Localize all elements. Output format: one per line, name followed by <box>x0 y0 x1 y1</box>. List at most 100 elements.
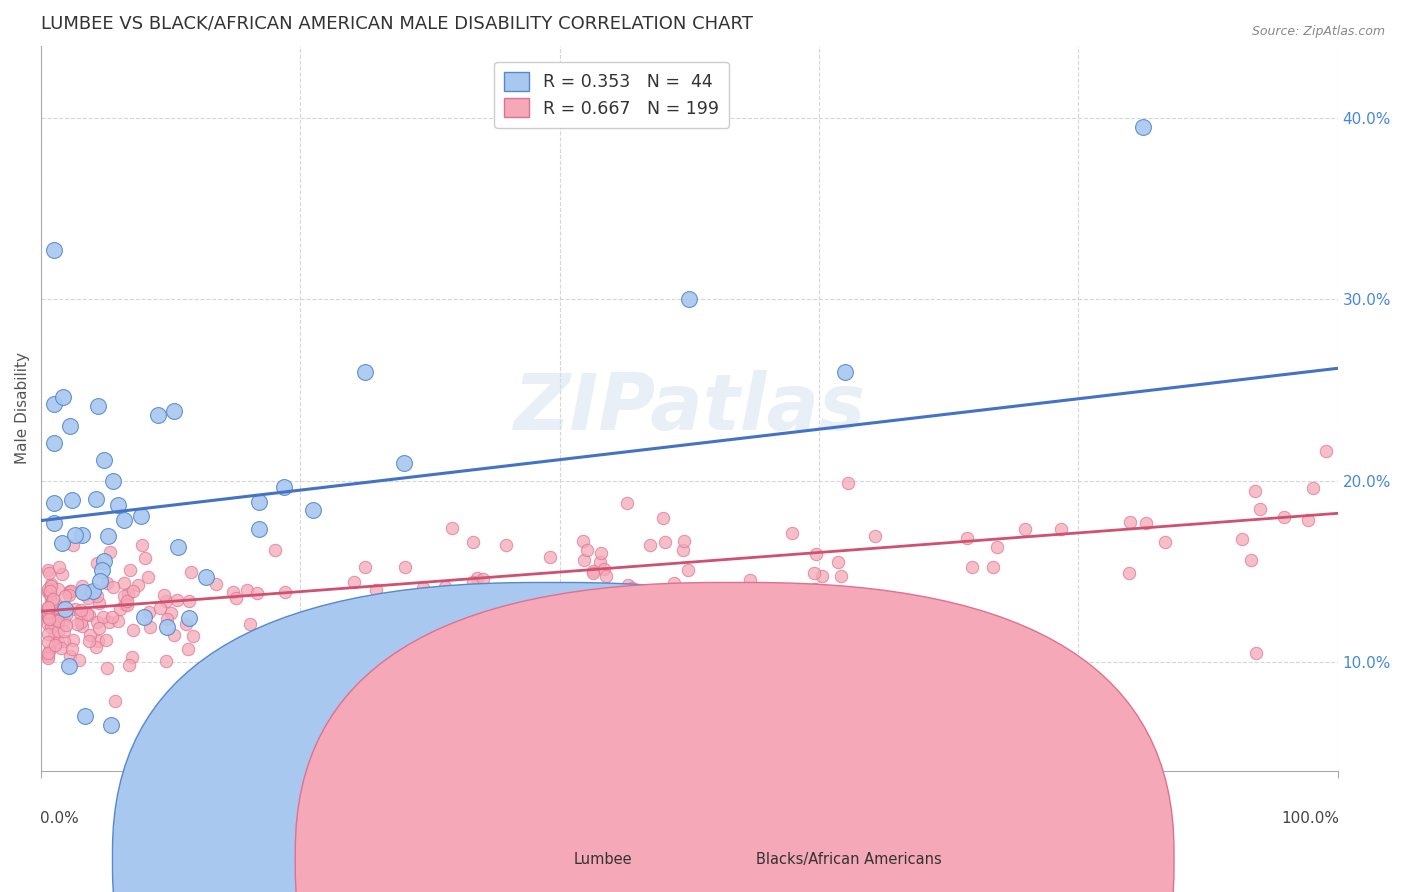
Point <box>354 560 377 574</box>
Point <box>177 611 200 625</box>
Point <box>44 629 66 643</box>
Point <box>75 587 97 601</box>
Point <box>77 633 100 648</box>
Point <box>1014 522 1036 536</box>
Point <box>49 640 72 655</box>
Point <box>96 661 118 675</box>
Point <box>52 390 75 404</box>
Point <box>156 620 179 634</box>
Point <box>93 453 115 467</box>
Point <box>60 642 83 657</box>
Point <box>87 400 110 414</box>
Point <box>263 542 285 557</box>
Point <box>73 709 96 723</box>
Point <box>59 419 82 434</box>
Point <box>589 555 612 569</box>
Point <box>107 498 129 512</box>
Point <box>53 634 76 648</box>
Point <box>117 587 139 601</box>
Point <box>538 549 561 564</box>
Text: LUMBEE VS BLACK/AFRICAN AMERICAN MALE DISABILITY CORRELATION CHART: LUMBEE VS BLACK/AFRICAN AMERICAN MALE DI… <box>41 15 754 33</box>
Point <box>837 475 859 490</box>
Point <box>112 513 135 527</box>
Point <box>55 617 77 632</box>
Point <box>51 535 73 549</box>
Point <box>827 555 849 569</box>
Point <box>441 521 464 535</box>
Point <box>534 618 557 632</box>
Point <box>39 587 62 601</box>
Point <box>394 560 416 574</box>
Point <box>42 436 65 450</box>
Point <box>180 565 202 579</box>
Point <box>87 621 110 635</box>
Point <box>177 594 200 608</box>
Point <box>673 534 696 549</box>
Point <box>46 624 69 638</box>
Point <box>42 496 65 510</box>
Point <box>38 612 60 626</box>
Point <box>96 576 118 591</box>
Point <box>94 632 117 647</box>
Point <box>37 604 59 618</box>
Point <box>108 601 131 615</box>
Point <box>138 606 160 620</box>
Point <box>392 456 415 470</box>
Point <box>616 496 638 510</box>
Point <box>63 602 86 616</box>
Point <box>1118 566 1140 580</box>
Point <box>46 614 69 628</box>
Point <box>37 651 59 665</box>
Point <box>593 562 616 576</box>
Point <box>134 610 156 624</box>
Point <box>1272 510 1295 524</box>
Point <box>46 613 69 627</box>
Point <box>155 654 177 668</box>
Point <box>122 583 145 598</box>
Point <box>678 293 700 307</box>
Point <box>46 582 69 596</box>
Point <box>620 582 643 596</box>
Point <box>37 611 59 625</box>
Point <box>582 564 605 578</box>
Point <box>672 542 695 557</box>
Point <box>44 638 66 652</box>
Point <box>84 640 107 654</box>
Point <box>463 574 485 589</box>
Point <box>582 566 605 581</box>
Text: Source: ZipAtlas.com: Source: ZipAtlas.com <box>1251 25 1385 38</box>
Point <box>115 598 138 612</box>
Point <box>354 365 377 379</box>
Point <box>76 607 98 621</box>
Point <box>72 528 94 542</box>
Point <box>461 534 484 549</box>
Point <box>53 589 76 603</box>
Point <box>58 658 80 673</box>
Point <box>37 605 59 619</box>
Point <box>58 584 80 599</box>
Point <box>361 643 384 657</box>
Point <box>273 480 295 494</box>
Point <box>60 493 83 508</box>
Point <box>37 603 59 617</box>
Point <box>39 576 62 591</box>
Point <box>176 641 198 656</box>
Point <box>155 594 177 608</box>
Point <box>39 620 62 634</box>
Point <box>127 577 149 591</box>
Point <box>553 616 575 631</box>
Point <box>77 608 100 623</box>
Point <box>37 646 59 660</box>
Point <box>236 582 259 597</box>
Point <box>576 543 599 558</box>
Point <box>37 610 59 624</box>
Point <box>69 602 91 616</box>
Point <box>70 619 93 633</box>
Point <box>38 644 60 658</box>
Point <box>174 617 197 632</box>
Point <box>86 556 108 570</box>
Point <box>222 585 245 599</box>
Point <box>101 609 124 624</box>
Point <box>131 508 153 523</box>
Point <box>1315 444 1337 458</box>
